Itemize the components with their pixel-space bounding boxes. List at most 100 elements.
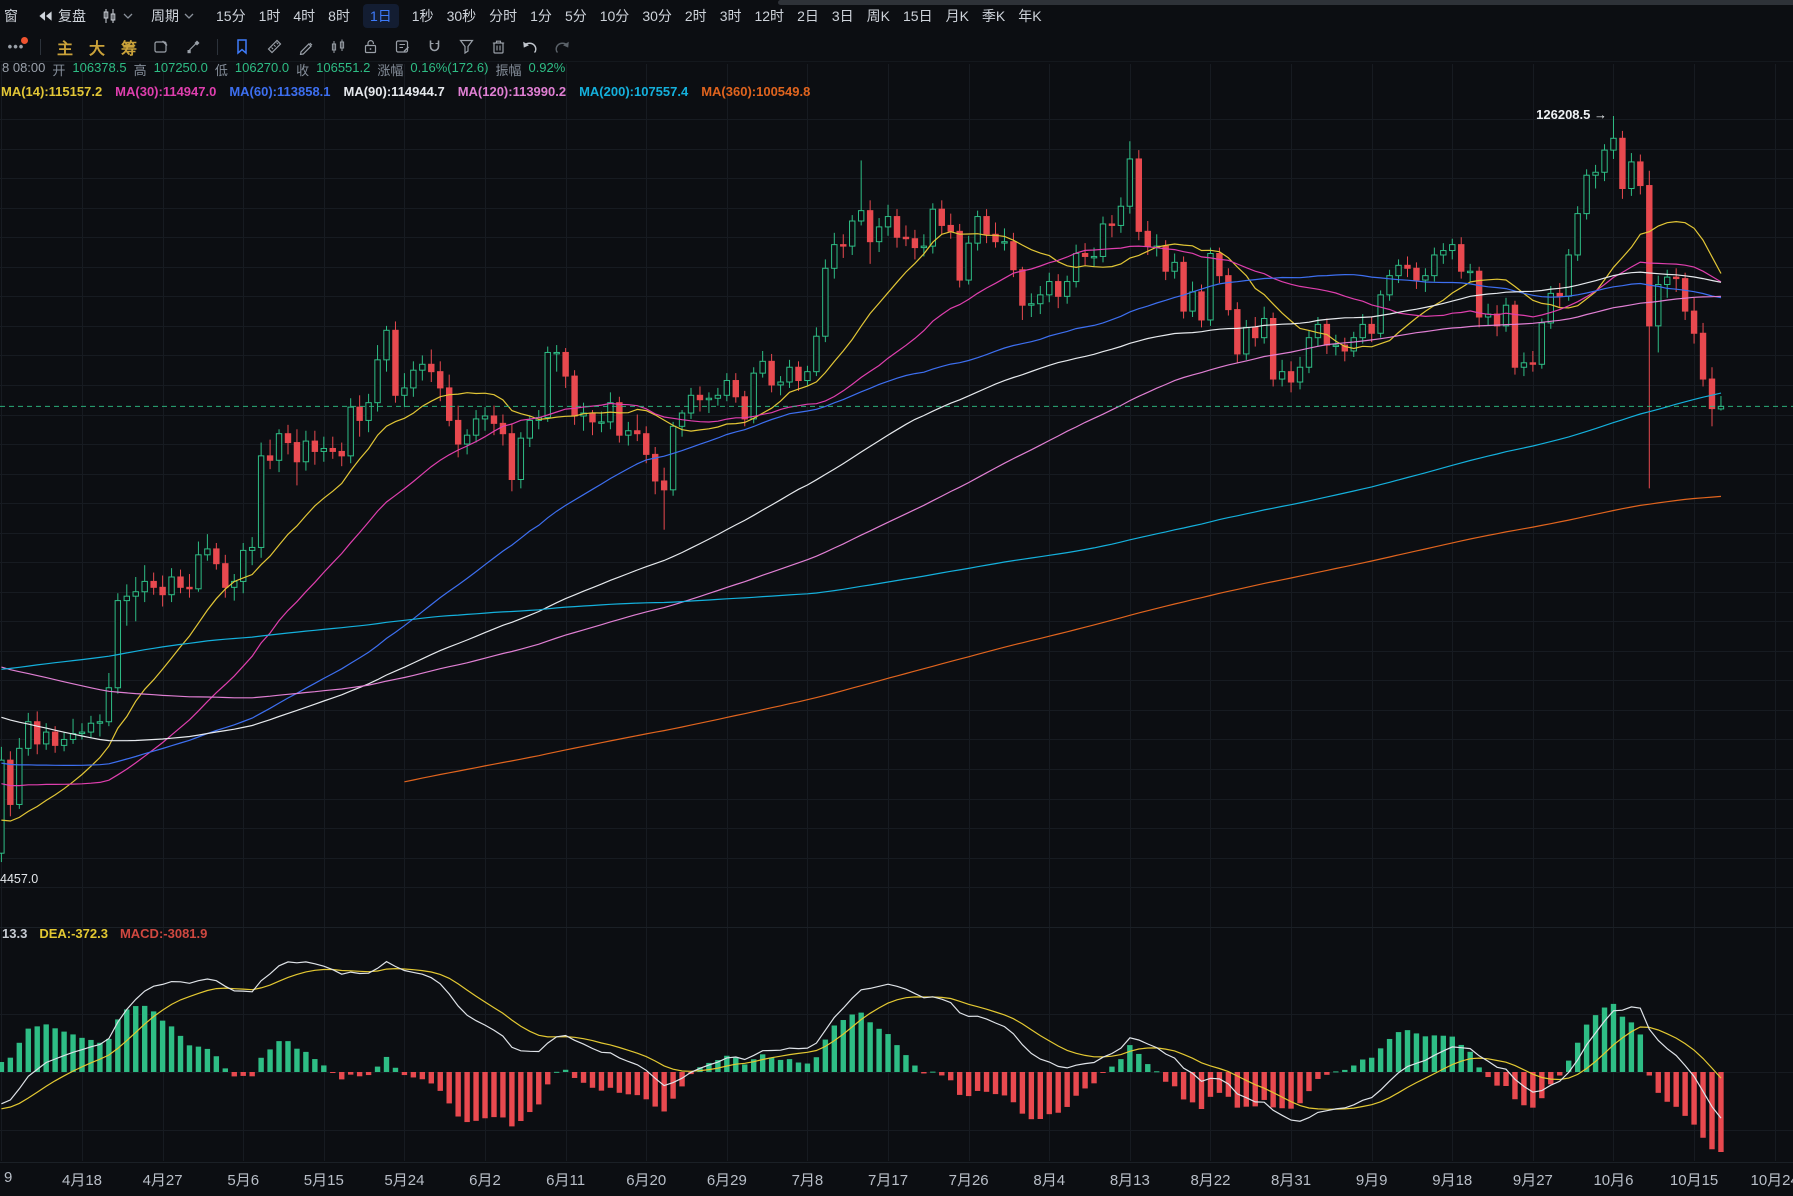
chip-distribution-button[interactable]: 筹 (120, 40, 137, 58)
period-item[interactable]: 10分 (599, 8, 630, 24)
time-axis-label: 9月18 (1432, 1172, 1473, 1189)
compare-candles-icon[interactable] (328, 36, 348, 58)
high-price-annotation: 126208.5 → (1536, 107, 1607, 122)
period-item[interactable]: 4时 (293, 8, 316, 24)
period-item[interactable]: 分时 (489, 8, 518, 24)
order-note-icon[interactable] (392, 36, 412, 58)
period-item[interactable]: 8时 (328, 8, 350, 24)
ohlc-token: 106551.2 (316, 60, 371, 75)
undo-icon[interactable] (520, 36, 540, 58)
period-item[interactable]: 15日 (903, 8, 933, 24)
period-item[interactable]: 2时 (684, 8, 707, 24)
time-axis-label: 9 (4, 1169, 13, 1186)
ma-value: MA(30):114947.0 (115, 84, 217, 99)
ohlc-token: 高 (133, 63, 147, 78)
lock-icon[interactable] (360, 36, 380, 58)
pencil-icon[interactable] (296, 36, 316, 58)
period-item[interactable]: 季K (981, 8, 1006, 24)
filter-icon[interactable] (456, 36, 476, 58)
ma-90-line (1, 271, 1722, 742)
time-axis-label: 5月6 (227, 1172, 260, 1189)
time-axis-label: 6月2 (469, 1172, 501, 1189)
notification-badge (21, 36, 28, 44)
time-axis-label: 7月26 (948, 1172, 989, 1189)
macd-dea-line (1, 967, 1722, 1110)
ma-120-line (1, 295, 1722, 699)
ohlc-token: 106378.5 (72, 60, 127, 75)
ma-30-line (1, 245, 1722, 787)
period-item[interactable]: 1秒 (411, 8, 434, 24)
period-item[interactable]: 12时 (754, 8, 785, 24)
ma-readout: MA(14):115157.2 MA(30):114947.0 MA(60):113… (1, 84, 810, 99)
redo-icon[interactable] (552, 36, 572, 58)
time-axis-label: 10月6 (1593, 1172, 1634, 1189)
macd-value: DEA:-372.3 (39, 926, 108, 941)
ohlc-token: 低 (214, 63, 228, 78)
divider-1 (40, 38, 41, 55)
macd-value: 13.3 (2, 926, 28, 941)
bookmark-icon[interactable] (232, 36, 252, 58)
indicator-template-icon[interactable] (151, 36, 171, 58)
time-axis-label: 8月13 (1109, 1172, 1150, 1189)
more-options-button[interactable]: ••• (6, 36, 28, 58)
period-item[interactable]: 月K (945, 8, 969, 24)
ma-60-line (1, 273, 1722, 767)
chart-style-dropdown[interactable] (102, 8, 133, 24)
time-axis-label: 7月8 (791, 1172, 824, 1189)
time-axis-label: 6月29 (706, 1172, 747, 1189)
time-axis-label: 4月18 (61, 1172, 103, 1189)
period-item[interactable]: 2日 (797, 8, 819, 24)
replay-button[interactable]: 复盘 (38, 6, 86, 26)
magnet-icon[interactable] (424, 36, 444, 58)
period-item[interactable]: 30分 (642, 8, 672, 24)
period-item[interactable]: 周K (866, 8, 890, 24)
top-window-strip (778, 0, 1793, 5)
enlarge-button[interactable]: 大 (88, 40, 105, 58)
chevron-down-icon (123, 13, 133, 19)
main-indicator-button[interactable]: 主 (56, 40, 73, 58)
time-axis-label: 5月15 (303, 1172, 344, 1189)
replay-label: 复盘 (58, 8, 86, 24)
rewind-icon (39, 11, 52, 21)
period-item[interactable]: 30秒 (446, 8, 477, 24)
period-item[interactable]: 5分 (564, 8, 587, 24)
period-item[interactable]: 1日 (362, 4, 399, 28)
ohlc-readout: 8 08:00 开 106378.5 高 107250.0 低 106270.0 收 10655… (2, 60, 565, 79)
time-axis-label: 8月4 (1033, 1172, 1066, 1189)
macd-dif-line (1, 960, 1722, 1122)
macd-readout: 13.3 DEA:-372.3 MACD:-3081.9 (2, 926, 207, 941)
ohlc-token: 涨幅 (377, 63, 404, 78)
ruler-icon[interactable] (264, 36, 284, 58)
time-axis-label: 7月17 (868, 1172, 909, 1189)
popup-window-button[interactable]: 窗 (4, 8, 18, 24)
period-item[interactable]: 年K (1018, 8, 1042, 24)
period-dropdown[interactable]: 周期 (151, 6, 194, 26)
drawing-toolbar: ••• 主大筹 (0, 32, 1793, 62)
top-toolbar: 窗 复盘 周期 15分 1时 4时 8时 1日 1秒 30秒 分时 (0, 0, 1793, 32)
time-axis-label: 10月24 (1750, 1172, 1793, 1189)
ma-200-line (1, 392, 1722, 670)
time-axis-label: 6月11 (546, 1172, 586, 1189)
period-item[interactable]: 1时 (258, 8, 281, 24)
ma-value: MA(360):100549.8 (701, 84, 811, 99)
period-item[interactable]: 15分 (216, 8, 246, 24)
period-item[interactable]: 1分 (530, 8, 552, 24)
ohlc-token: 107250.0 (153, 60, 208, 75)
period-item[interactable]: 3时 (719, 8, 742, 24)
ohlc-token: 振幅 (495, 63, 522, 78)
trash-icon[interactable] (488, 36, 508, 58)
time-axis-label: 9月27 (1512, 1172, 1553, 1189)
time-axis-label: 10月15 (1669, 1172, 1719, 1189)
chevron-down-icon (184, 13, 194, 19)
quick-brush-icon[interactable] (183, 36, 203, 58)
time-axis[interactable]: 9 4月18 4月27 5月6 5月15 5月24 6月2 6月11 6月20 6月29 7月8 7月… (0, 1165, 1793, 1196)
ohlc-token: 开 (52, 63, 66, 78)
macd-value: MACD:-3081.9 (119, 926, 208, 941)
ohlc-token: 106270.0 (234, 60, 290, 75)
ma-360-line (404, 495, 1722, 783)
chart-canvas[interactable] (0, 62, 1793, 1196)
time-axis-label: 5月24 (384, 1172, 425, 1189)
period-item[interactable]: 3日 (831, 8, 854, 24)
